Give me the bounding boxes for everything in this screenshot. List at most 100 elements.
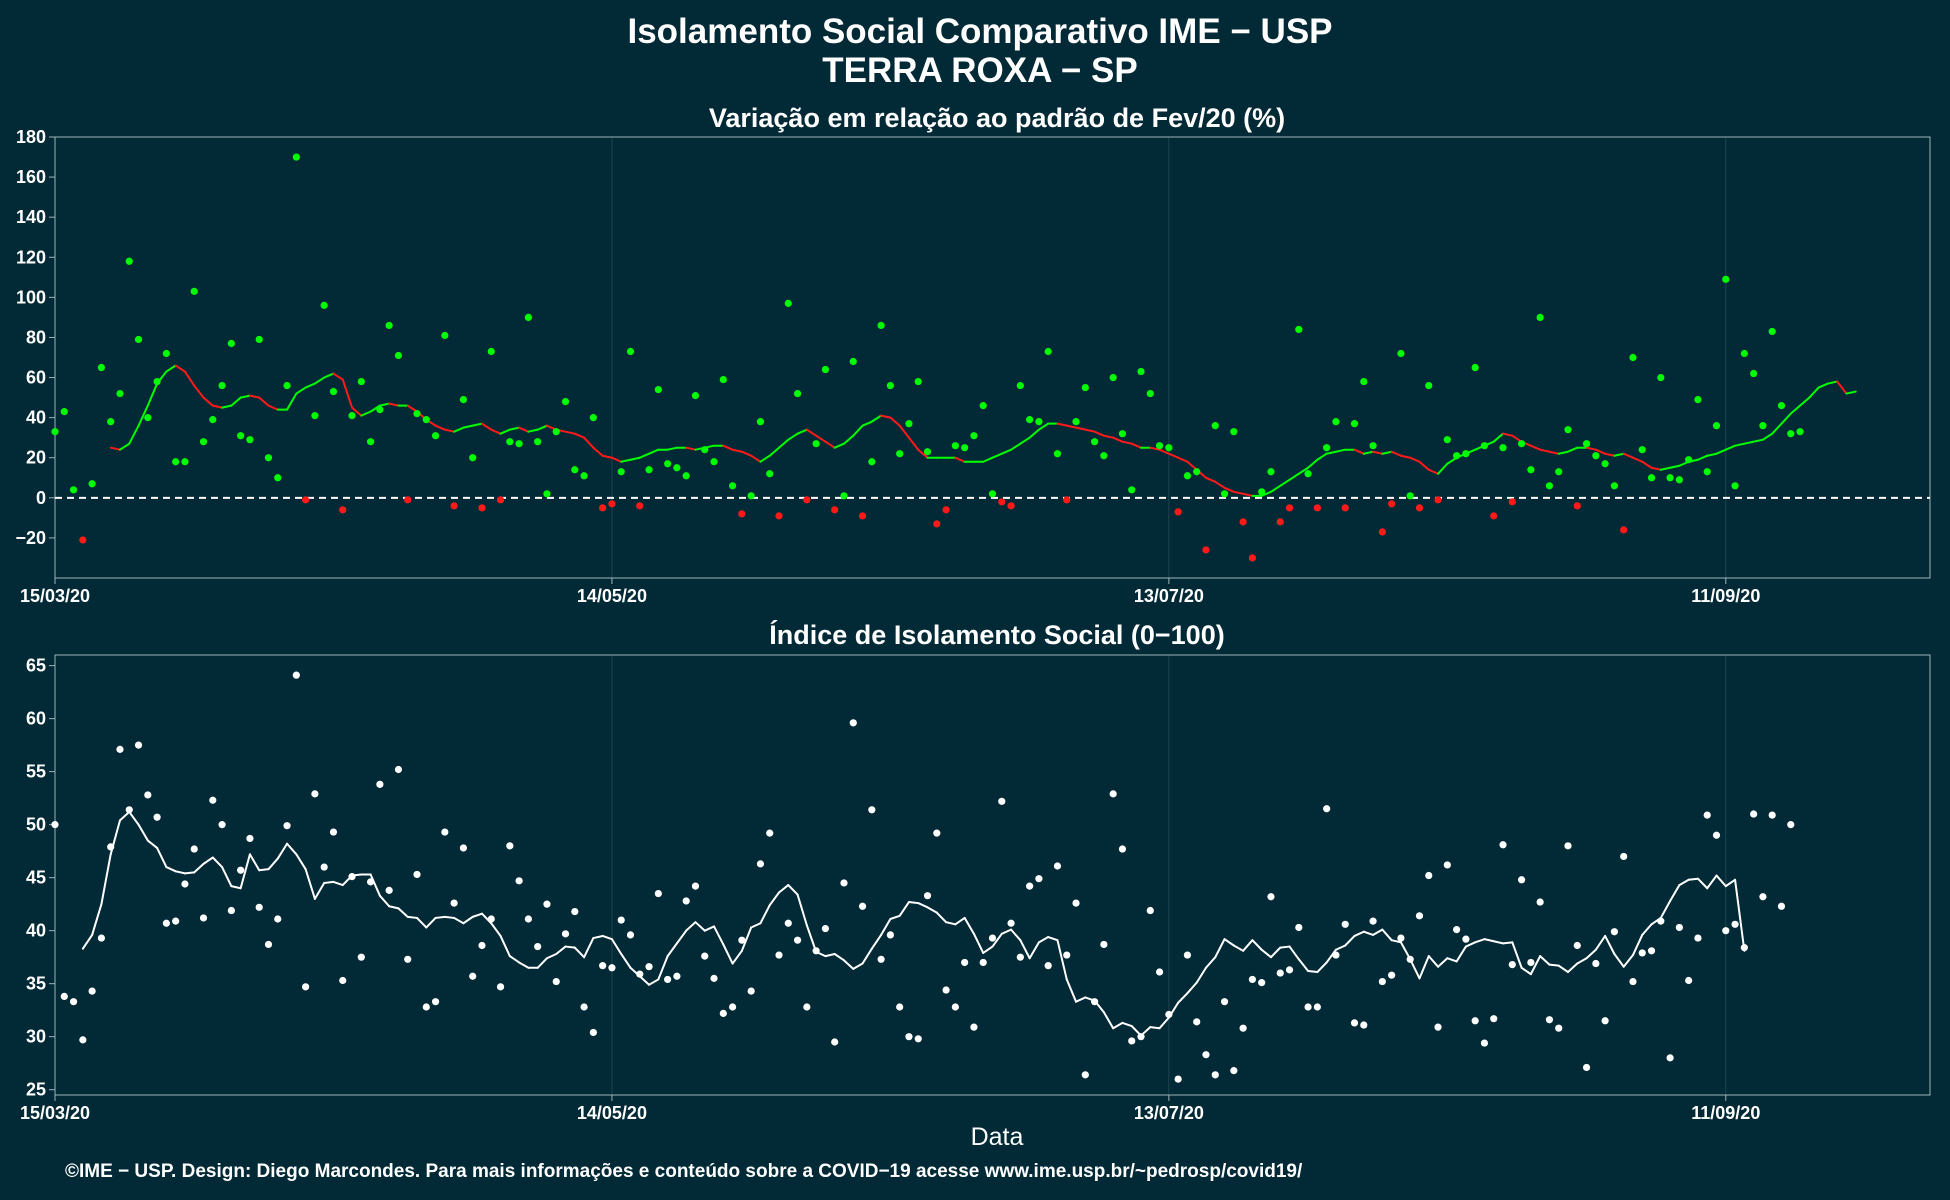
index-moving-average-segment bbox=[1251, 939, 1263, 951]
index-data-point bbox=[1360, 1021, 1368, 1029]
index-data-point bbox=[914, 1035, 922, 1043]
index-moving-average-segment bbox=[1334, 944, 1347, 951]
variation-moving-average-segment bbox=[1334, 448, 1347, 453]
index-data-point bbox=[329, 828, 338, 836]
variation-moving-average-segment bbox=[378, 402, 391, 407]
index-data-point bbox=[1601, 1017, 1609, 1025]
index-data-point bbox=[840, 879, 848, 887]
variation-data-point bbox=[218, 381, 226, 390]
variation-data-point bbox=[385, 321, 393, 330]
variation-data-point bbox=[1183, 472, 1192, 480]
index-x-tick-label: 13/07/20 bbox=[1134, 1103, 1204, 1123]
variation-moving-average-segment bbox=[1548, 450, 1560, 455]
index-data-point bbox=[728, 1003, 737, 1011]
index-data-point bbox=[1202, 1051, 1210, 1059]
variation-moving-average-segment bbox=[982, 456, 994, 463]
variation-moving-average-segment bbox=[1372, 450, 1384, 455]
variation-data-point bbox=[1035, 418, 1043, 426]
variation-moving-average-segment bbox=[1502, 432, 1514, 437]
variation-data-point bbox=[1508, 498, 1516, 506]
index-data-point bbox=[450, 899, 458, 907]
index-moving-average-segment bbox=[1316, 961, 1328, 974]
index-data-point bbox=[766, 829, 774, 837]
variation-moving-average-segment bbox=[907, 436, 920, 451]
variation-moving-average-segment bbox=[601, 454, 613, 459]
variation-moving-average-segment bbox=[480, 422, 493, 431]
variation-data-point bbox=[1137, 367, 1145, 376]
index-data-point bbox=[1564, 842, 1572, 850]
x-axis-label: Data bbox=[971, 1123, 1024, 1151]
index-moving-average-segment bbox=[165, 866, 177, 873]
index-data-point bbox=[1248, 975, 1257, 984]
index-data-point bbox=[1638, 949, 1646, 957]
index-moving-average-segment bbox=[146, 839, 159, 849]
index-data-point bbox=[1388, 971, 1396, 979]
variation-moving-average-segment bbox=[917, 448, 929, 459]
variation-moving-average-segment bbox=[1093, 430, 1105, 437]
index-moving-average-segment bbox=[657, 955, 669, 981]
index-data-point bbox=[1787, 821, 1795, 829]
index-data-point bbox=[1258, 979, 1266, 987]
variation-moving-average-segment bbox=[1214, 480, 1226, 489]
index-data-point bbox=[394, 765, 403, 774]
index-data-point bbox=[626, 931, 635, 939]
index-data-point bbox=[320, 863, 328, 871]
index-moving-average-segment bbox=[1260, 948, 1272, 959]
variation-data-point bbox=[905, 420, 913, 428]
index-data-point bbox=[162, 919, 170, 927]
index-moving-average-segment bbox=[722, 943, 734, 965]
index-data-point bbox=[1536, 898, 1544, 906]
index-data-point bbox=[487, 915, 495, 923]
index-moving-average-segment bbox=[972, 932, 985, 954]
variation-data-point bbox=[1471, 363, 1479, 372]
variation-moving-average-segment bbox=[1019, 436, 1031, 445]
index-data-point bbox=[524, 915, 532, 923]
index-data-point bbox=[506, 842, 514, 850]
variation-moving-average-segment bbox=[490, 428, 502, 435]
index-moving-average-segment bbox=[768, 891, 781, 907]
variation-moving-average-segment bbox=[1752, 438, 1764, 443]
index-data-point bbox=[1675, 923, 1683, 932]
variation-data-point bbox=[951, 442, 959, 450]
index-moving-average-segment bbox=[425, 916, 437, 929]
variation-moving-average-segment bbox=[1325, 450, 1337, 455]
variation-moving-average-segment bbox=[778, 438, 790, 449]
index-data-point bbox=[589, 1028, 597, 1037]
index-moving-average-segment bbox=[453, 916, 465, 925]
index-data-point bbox=[1026, 882, 1034, 890]
index-data-point bbox=[218, 821, 226, 829]
index-moving-average-segment bbox=[1669, 884, 1681, 902]
index-moving-average-segment bbox=[778, 884, 790, 894]
index-data-point bbox=[1174, 1075, 1182, 1083]
index-data-point bbox=[1165, 1010, 1173, 1019]
variation-moving-average-segment bbox=[1307, 458, 1319, 469]
index-moving-average-segment bbox=[1464, 941, 1477, 948]
index-data-point bbox=[1480, 1039, 1489, 1047]
variation-data-point bbox=[858, 512, 867, 520]
variation-y-tick-label: −20 bbox=[15, 528, 46, 548]
variation-moving-average-segment bbox=[1845, 390, 1857, 395]
variation-moving-average-segment bbox=[610, 456, 623, 463]
variation-data-point bbox=[868, 458, 876, 466]
index-data-point bbox=[1369, 917, 1377, 925]
variation-moving-average-segment bbox=[1084, 428, 1096, 433]
variation-moving-average-segment bbox=[564, 430, 576, 435]
index-data-point bbox=[775, 951, 783, 959]
index-data-point bbox=[719, 1009, 727, 1017]
variation-data-point bbox=[784, 299, 792, 307]
index-data-point bbox=[988, 934, 997, 942]
variation-data-point bbox=[1759, 422, 1767, 430]
variation-moving-average-segment bbox=[1204, 476, 1217, 483]
variation-data-point bbox=[459, 395, 468, 404]
variation-moving-average-segment bbox=[174, 364, 186, 373]
index-data-point bbox=[961, 958, 969, 967]
index-moving-average-segment bbox=[1177, 992, 1189, 1004]
variation-data-point bbox=[1434, 496, 1442, 504]
index-moving-average-segment bbox=[1000, 928, 1013, 935]
variation-moving-average-segment bbox=[1390, 450, 1402, 457]
index-moving-average-segment bbox=[443, 915, 456, 919]
index-moving-average-segment bbox=[620, 952, 632, 969]
index-data-point bbox=[1685, 976, 1693, 985]
variation-moving-average-segment bbox=[852, 424, 864, 437]
index-data-point bbox=[1712, 831, 1721, 839]
